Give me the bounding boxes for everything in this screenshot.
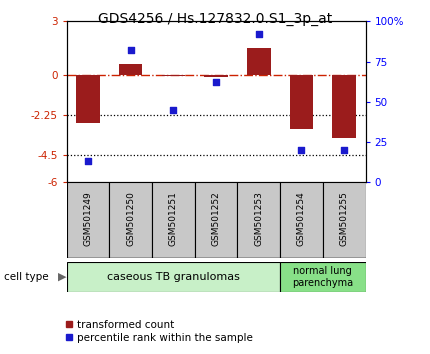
Bar (280, 262, 366, 292)
Bar (323, 182, 366, 258)
Text: ▶: ▶ (58, 272, 67, 282)
Text: cell type: cell type (4, 272, 49, 282)
Text: GSM501251: GSM501251 (169, 192, 178, 246)
Text: GSM501253: GSM501253 (254, 192, 263, 246)
Text: normal lung
parenchyma: normal lung parenchyma (292, 266, 353, 288)
Point (298, 147, 305, 153)
Point (341, 147, 347, 153)
Bar (332, 75, 356, 138)
Bar (290, 75, 313, 129)
Bar (204, 75, 228, 77)
Point (212, 80, 219, 85)
Bar (280, 182, 323, 258)
Text: GSM501249: GSM501249 (83, 192, 92, 246)
Text: GSM501254: GSM501254 (297, 192, 306, 246)
Point (85, 159, 92, 164)
Text: caseous TB granulomas: caseous TB granulomas (107, 272, 240, 282)
Text: GSM501255: GSM501255 (340, 192, 349, 246)
Bar (195, 182, 237, 258)
Bar (152, 182, 195, 258)
Legend: transformed count, percentile rank within the sample: transformed count, percentile rank withi… (61, 315, 257, 347)
Bar (109, 182, 152, 258)
Text: GSM501252: GSM501252 (212, 192, 221, 246)
Bar (119, 64, 142, 75)
Point (255, 31, 262, 37)
Bar (67, 262, 280, 292)
Point (127, 47, 134, 53)
Bar (247, 48, 270, 75)
Text: GDS4256 / Hs.127832.0.S1_3p_at: GDS4256 / Hs.127832.0.S1_3p_at (98, 12, 332, 27)
Text: GSM501250: GSM501250 (126, 192, 135, 246)
Point (170, 107, 177, 113)
Bar (67, 182, 109, 258)
Bar (76, 75, 100, 123)
Bar (237, 182, 280, 258)
Bar (162, 75, 185, 76)
